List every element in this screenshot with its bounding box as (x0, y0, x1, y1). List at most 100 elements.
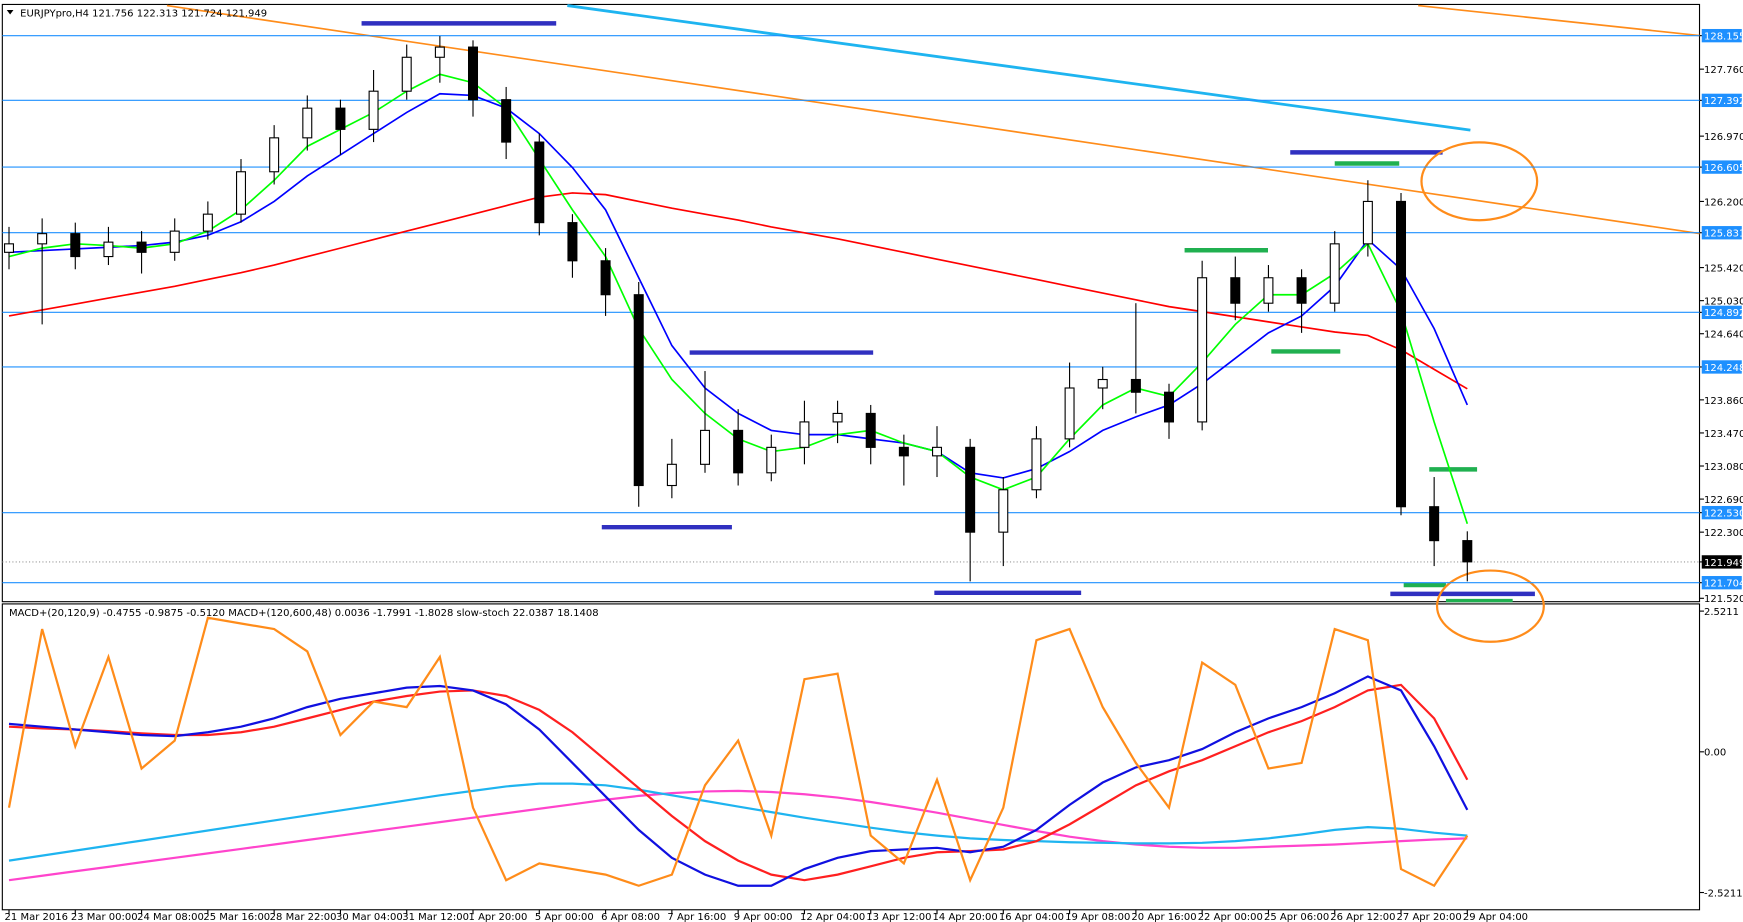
candle-body (70, 233, 81, 258)
candle-body (1130, 378, 1141, 393)
candle-body (1031, 438, 1042, 491)
candle-body (1164, 391, 1175, 423)
candle-body (368, 90, 379, 130)
candle-body (865, 412, 876, 448)
highlight-circle (1420, 141, 1539, 222)
candle-body (335, 107, 346, 130)
candle-body (202, 213, 213, 232)
y-tick-label: 123.080 (1704, 462, 1743, 473)
candle-body (1329, 243, 1340, 304)
candle-body (467, 46, 479, 101)
candle-body (567, 222, 578, 262)
candle-body (932, 446, 943, 457)
candle-body (965, 446, 976, 533)
y-tick-label: 121.949 (1704, 558, 1743, 569)
level-label-bg (1701, 505, 1742, 520)
candle-body (235, 171, 247, 215)
y-tick-label: 125.420 (1704, 263, 1743, 274)
candle-body (733, 429, 744, 474)
candle-body (1462, 540, 1473, 563)
x-tick-label: 12 Apr 04:00 (800, 912, 865, 922)
candle-body (534, 141, 545, 224)
y-tick-label: 126.200 (1704, 197, 1743, 208)
x-tick-label: 5 Apr 00:00 (535, 912, 594, 922)
candle-body (600, 260, 611, 296)
candle-body (766, 446, 777, 474)
y-tick-label: 122.690 (1704, 495, 1743, 506)
candle-body (169, 230, 180, 253)
candle-body (1064, 387, 1075, 440)
candle-body (1296, 277, 1307, 304)
x-tick-label: 31 Mar 12:00 (402, 912, 469, 922)
y-tick-label: 122.300 (1704, 528, 1743, 539)
x-tick-label: 19 Apr 08:00 (1065, 912, 1130, 922)
x-tick-label: 21 Mar 2016 (5, 912, 68, 922)
level-label-bg (1701, 226, 1742, 240)
x-tick-label: 28 Mar 22:00 (270, 912, 337, 922)
candle-body (1429, 506, 1440, 542)
y-tick-label: 2.5211 (1704, 607, 1739, 618)
candle-body (633, 294, 644, 487)
x-tick-label: 22 Apr 00:00 (1198, 912, 1263, 922)
x-tick-label: 27 Apr 20:00 (1397, 912, 1462, 922)
candle-body (1097, 378, 1108, 389)
x-tick-label: 24 Mar 08:00 (137, 912, 204, 922)
indicator-line (8, 675, 1469, 887)
candle-body (103, 241, 114, 258)
current-price-bg (1701, 555, 1742, 569)
candle-body (1362, 200, 1373, 245)
indicator-line (8, 782, 1468, 862)
y-tick-label: 124.248 (1704, 363, 1743, 374)
moving-average (8, 192, 1468, 390)
x-tick-label: 16 Apr 04:00 (999, 912, 1064, 922)
x-tick-label: 13 Apr 12:00 (866, 912, 931, 922)
y-tick-label: 124.640 (1704, 330, 1743, 341)
candle-body (1230, 277, 1241, 304)
chart-title: EURJPYpro,H4 121.756 122.313 121.724 121… (20, 9, 267, 20)
indicator-line (8, 683, 1469, 882)
candle-body (832, 412, 843, 423)
x-tick-label: 20 Apr 16:00 (1131, 912, 1196, 922)
level-label-bg (1701, 305, 1742, 320)
y-tick-label: 126.605 (1704, 163, 1743, 174)
x-tick-label: 1 Apr 20:00 (469, 912, 528, 922)
y-tick-label: 122.530 (1704, 509, 1743, 520)
x-tick-label: 26 Apr 12:00 (1330, 912, 1395, 922)
main-panel (1, 3, 1701, 603)
level-label-bg (1701, 360, 1742, 374)
level-label-bg (1701, 576, 1742, 590)
highlight-circle (1435, 569, 1545, 643)
candle-body (1197, 277, 1208, 423)
y-tick-label: 125.030 (1704, 297, 1743, 308)
collapse-arrow (6, 10, 14, 15)
x-tick-label: 7 Apr 16:00 (667, 912, 726, 922)
y-tick-label: 0.00 (1704, 748, 1726, 759)
candle-body (136, 241, 147, 253)
drawings (2, 4, 1700, 643)
x-tick-label: 6 Apr 08:00 (601, 912, 660, 922)
indicator-line (7, 616, 1469, 888)
candle-body (1396, 200, 1407, 508)
trendline (166, 4, 1700, 235)
y-tick-label: 125.831 (1704, 229, 1743, 240)
indicator-title: MACD+(20,120,9) -0.4755 -0.9875 -0.5120 … (9, 608, 599, 619)
level-label-bg (1701, 28, 1742, 43)
candle-body (3, 243, 15, 253)
candle-body (799, 421, 810, 448)
x-tick-label: 25 Mar 16:00 (203, 912, 270, 922)
y-tick-label: 121.520 (1704, 594, 1743, 605)
x-tick-label: 14 Apr 20:00 (933, 912, 998, 922)
candle-body (434, 46, 445, 58)
x-tick-label: 30 Mar 04:00 (336, 912, 403, 922)
trendline (567, 4, 1471, 132)
y-tick-label: 123.470 (1704, 429, 1743, 440)
candle-body (898, 446, 909, 457)
y-tick-label: 121.704 (1704, 579, 1743, 590)
trendline (1418, 4, 1700, 37)
y-tick-label: -2.5211 (1704, 888, 1743, 899)
x-tick-label: 9 Apr 00:00 (734, 912, 793, 922)
level-label-bg (1701, 160, 1742, 174)
y-tick-label: 123.860 (1704, 396, 1743, 407)
